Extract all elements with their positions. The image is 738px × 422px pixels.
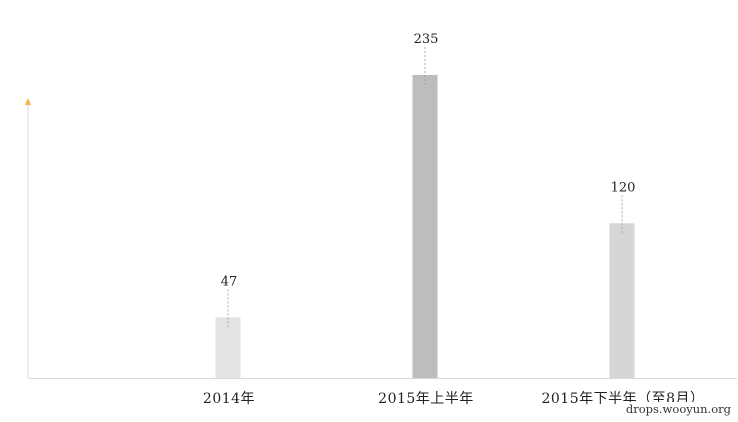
data-label-1: 47: [221, 274, 238, 289]
bar-series: [215, 75, 635, 378]
bar-3: [609, 223, 635, 378]
data-label-3: 120: [611, 180, 636, 195]
x-axis-tick-labels: 2014年 2015年上半年 2015年下半年（至8月）: [203, 391, 704, 407]
data-label-leaders: [227, 47, 623, 330]
x-tick-label-1: 2014年: [203, 391, 255, 407]
axes: [25, 98, 737, 379]
y-axis-arrow: [25, 98, 31, 105]
data-label-2: 235: [414, 32, 439, 47]
watermark: drops.wooyun.org: [623, 402, 733, 416]
bar-2: [412, 75, 438, 378]
x-tick-label-2: 2015年上半年: [378, 391, 474, 407]
bar-1: [215, 317, 241, 378]
data-labels: 47 235 120: [221, 32, 636, 289]
